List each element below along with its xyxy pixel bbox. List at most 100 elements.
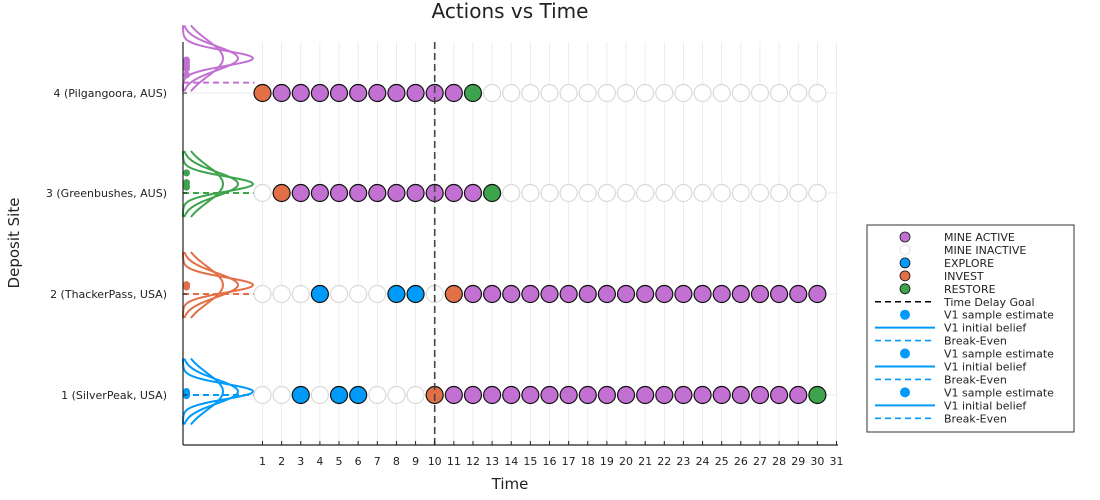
legend-marker [899,257,911,269]
site-2-action-marker [329,284,349,304]
site-4-action-marker [712,83,731,103]
site-3-action-marker [349,183,368,203]
legend-label: Time Delay Goal [943,296,1035,309]
site-1-action-marker [712,385,731,405]
legend-label: EXPLORE [944,257,994,270]
x-tick-label: 10 [428,455,442,468]
site-1-action-marker [693,385,712,405]
site-1-action-marker [502,385,521,405]
site-3-action-marker [540,183,559,203]
site-1-action-marker [655,385,674,405]
legend-marker [899,270,911,282]
site-1-initial-belief-curve [183,358,240,425]
site-4-action-marker [406,83,425,103]
legend-marker [899,283,911,295]
x-tick-label: 6 [355,455,362,468]
legend-marker [899,231,911,243]
legend-label: MINE ACTIVE [944,231,1015,244]
site-1-action-marker [674,385,693,405]
site-4-action-marker [769,83,789,103]
site-2-action-marker [463,284,483,304]
site-3-sample-estimate-dot [183,169,190,177]
site-1-initial-belief-curve [190,357,225,426]
x-tick-label: 25 [715,455,729,468]
site-4-action-marker [597,83,617,103]
site-2-action-marker [616,284,636,304]
legend-dot [900,348,910,359]
x-tick-label: 15 [523,455,537,468]
site-1-action-marker [329,385,349,405]
site-3-action-marker [310,183,329,203]
x-tick-label: 11 [447,455,461,468]
site-4-action-marker [387,83,406,103]
site-4-initial-belief-curve [182,25,255,92]
site-4-sample-estimate-dot [183,65,190,73]
site-4-action-marker [808,83,827,103]
site-2-action-marker [387,284,406,304]
legend-label: Break-Even [944,412,1007,425]
site-3-action-marker [502,183,521,203]
site-4-sample-estimate-dot [183,71,190,79]
site-1-action-marker [310,385,329,405]
x-tick-label: 23 [676,455,690,468]
site-4-action-marker [368,83,387,103]
legend-label: Break-Even [944,335,1007,348]
x-tick-label: 4 [316,455,323,468]
site-2-action-marker [521,284,540,304]
x-tick-label: 12 [466,455,480,468]
site-2-action-marker [368,284,387,304]
legend-label: V1 sample estimate [944,348,1054,361]
site-1-action-marker [291,385,310,405]
site-4-action-marker [789,83,808,103]
chart-title: Actions vs Time [432,0,589,23]
x-tick-label: 26 [734,455,748,468]
site-1-action-marker [406,385,425,405]
y-tick-label: 3 (Greenbushes, AUS) [46,187,167,200]
x-tick-label: 16 [543,455,557,468]
x-tick-label: 8 [393,455,400,468]
site-3-action-marker [655,183,674,203]
site-2-action-marker [789,284,808,304]
site-1-action-marker [463,385,483,405]
site-4-action-marker [655,83,674,103]
x-tick-label: 18 [581,455,595,468]
site-1-action-marker [808,385,827,405]
legend-dot [900,309,910,320]
site-1-action-marker [540,385,559,405]
x-tick-label: 17 [562,455,576,468]
x-tick-label: 22 [657,455,671,468]
site-1-action-marker [521,385,540,405]
x-tick-label: 5 [336,455,343,468]
site-1-action-marker [444,385,463,405]
x-tick-label: 28 [772,455,786,468]
site-4-action-marker [444,83,463,103]
site-4-action-marker [578,83,597,103]
x-tick-label: 1 [259,455,266,468]
legend-dot [900,387,910,398]
x-tick-label: 9 [412,455,419,468]
site-3-action-marker [616,183,636,203]
site-1-action-marker [578,385,597,405]
site-4-action-marker [329,83,349,103]
x-tick-label: 19 [600,455,614,468]
site-2-action-marker [674,284,693,304]
x-axis-title: Time [491,475,529,493]
site-3-action-marker [387,183,406,203]
site-1-action-marker [483,385,502,405]
site-2-action-marker [483,284,502,304]
legend-label: INVEST [944,270,984,283]
site-2-action-marker [349,284,368,304]
site-3-action-marker [578,183,597,203]
site-3-action-marker [559,183,578,203]
site-2-action-marker [444,284,463,304]
site-2-action-marker [406,284,425,304]
site-2-action-marker [731,284,750,304]
legend-label: V1 initial belief [944,322,1027,335]
site-4-action-marker [310,83,329,103]
site-3-action-marker [463,183,483,203]
site-1-action-marker [597,385,617,405]
y-axis-title: Deposit Site [5,198,23,289]
site-1-action-marker [616,385,636,405]
